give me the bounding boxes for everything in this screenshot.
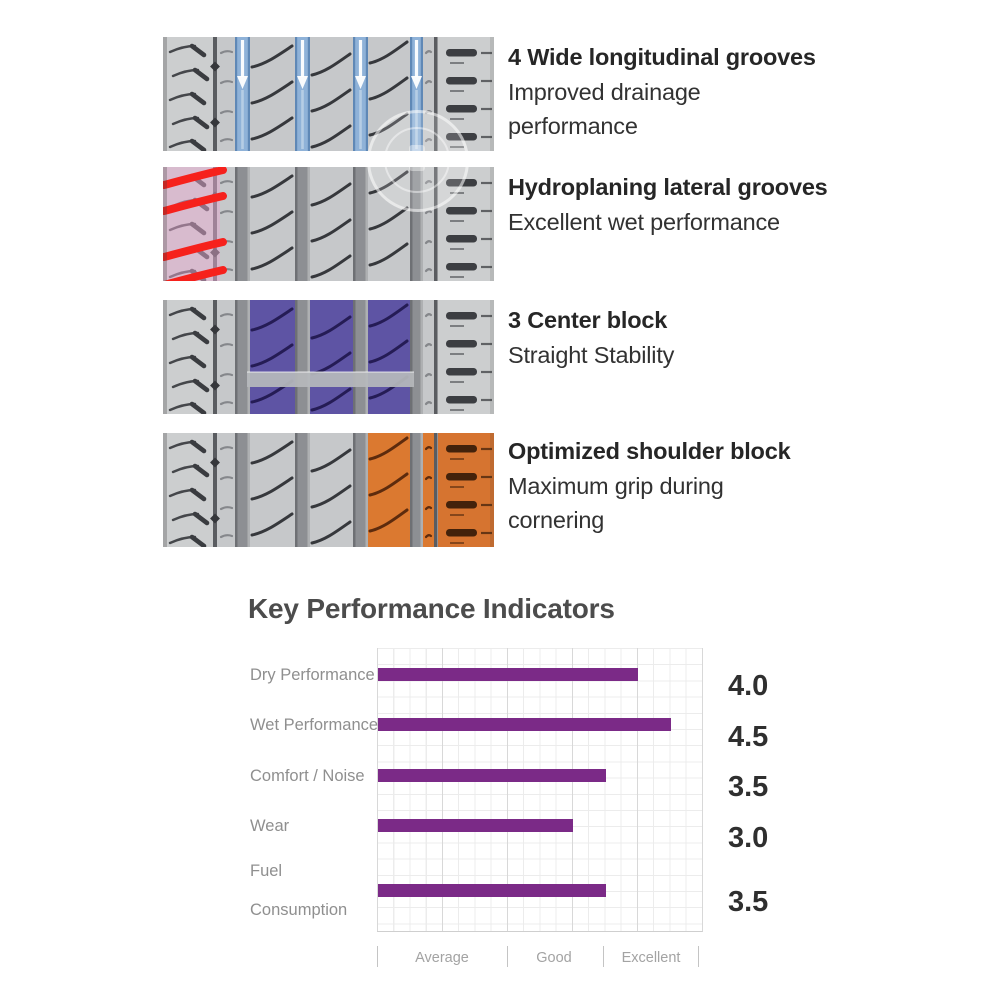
- bar-comfort-noise: [378, 769, 606, 782]
- axis-tick: [377, 946, 378, 967]
- feature-block-lateral: Hydroplaning lateral grooves Excellent w…: [508, 170, 878, 239]
- axis-label-excellent: Excellent: [621, 950, 681, 966]
- category-label-wet-performance: Wet Performance: [250, 716, 379, 734]
- axis-label-average: Average: [415, 950, 469, 966]
- feature-title: 4 Wide longitudinal grooves: [508, 44, 816, 70]
- axis-tick: [603, 946, 604, 967]
- category-label-comfort-noise: Comfort / Noise: [250, 767, 365, 785]
- kpi-chart-plot-area: [377, 648, 703, 932]
- feature-description-line: Straight Stability: [508, 341, 675, 368]
- feature-block-shoulder: Optimized shoulder block Maximum grip du…: [508, 434, 878, 538]
- feature-title: Optimized shoulder block: [508, 438, 791, 464]
- category-label-wear: Wear: [250, 817, 290, 835]
- watermark-emblem: [409, 145, 425, 171]
- tire-image-lateral-grooves: [163, 167, 494, 281]
- feature-description-line: Maximum grip during: [508, 472, 724, 499]
- value-label-wet-performance: 4.5: [728, 721, 769, 753]
- bar-wear: [378, 819, 573, 832]
- category-label-dry-performance: Dry Performance: [250, 666, 375, 684]
- watermark-badge: [367, 110, 469, 212]
- axis-tick: [698, 946, 699, 967]
- value-label-fuel-consumption: 3.5: [728, 886, 769, 918]
- bar-fuel-consumption: [378, 884, 606, 897]
- tire-image-shoulder-block: [163, 433, 494, 547]
- value-label-comfort-noise: 3.5: [728, 771, 769, 803]
- feature-description-line: Improved drainage: [508, 78, 701, 105]
- axis-tick: [507, 946, 508, 967]
- value-label-wear: 3.0: [728, 822, 769, 854]
- tire-image-center-block: [163, 300, 494, 414]
- watermark-inner-ring: [384, 127, 450, 193]
- feature-block-longitudinal: 4 Wide longitudinal grooves Improved dra…: [508, 40, 878, 144]
- feature-block-center: 3 Center block Straight Stability: [508, 303, 878, 372]
- feature-description-line: Excellent wet performance: [508, 208, 780, 235]
- chart-title: Key Performance Indicators: [248, 593, 615, 624]
- tire-image-longitudinal-grooves: [163, 37, 494, 151]
- feature-title: 3 Center block: [508, 307, 668, 333]
- bar-dry-performance: [378, 668, 638, 681]
- value-label-dry-performance: 4.0: [728, 670, 769, 702]
- feature-title: Hydroplaning lateral grooves: [508, 174, 828, 200]
- axis-label-good: Good: [536, 950, 572, 966]
- feature-description-line: cornering: [508, 507, 605, 533]
- feature-description-line: performance: [508, 113, 638, 139]
- category-label-fuel-consumption: Fuel Consumption: [250, 862, 348, 919]
- bar-wet-performance: [378, 718, 671, 731]
